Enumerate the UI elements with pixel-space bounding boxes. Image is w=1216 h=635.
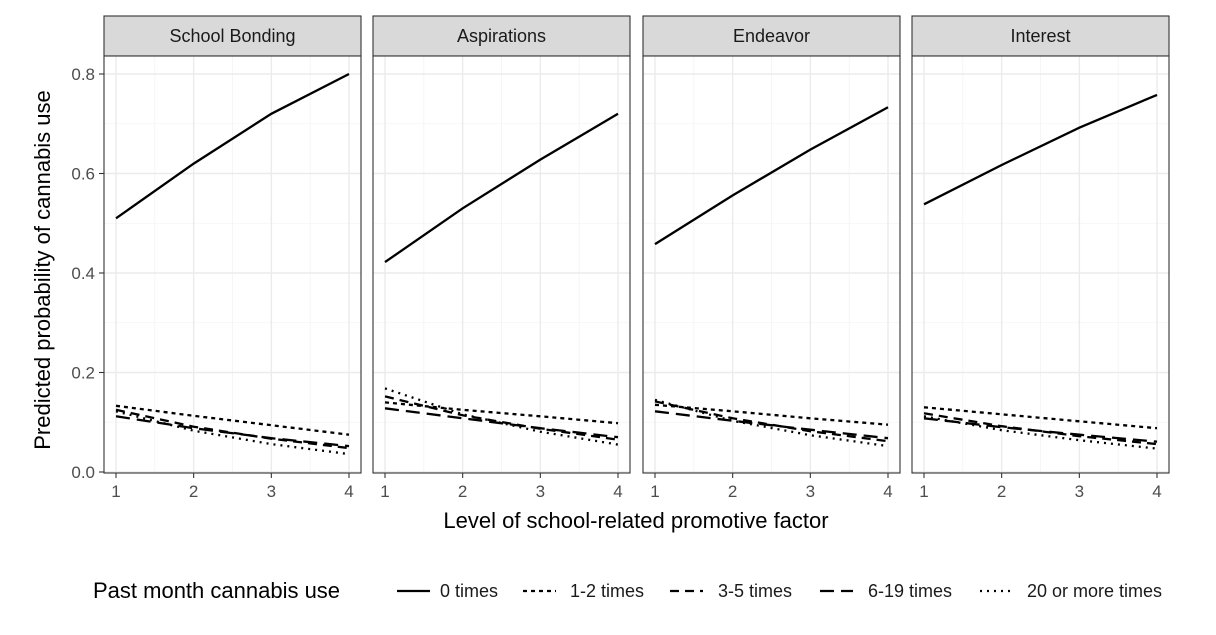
y-tick-label: 0.4: [71, 264, 95, 283]
series-line-2: [115, 404, 350, 436]
x-tick-label: 3: [1075, 482, 1084, 501]
x-tick-label: 4: [883, 482, 892, 501]
series-line-4: [115, 415, 350, 448]
x-tick-label: 2: [997, 482, 1006, 501]
panel-4: Interest 1 2 3 4: [911, 15, 1170, 501]
legend-label-2: 1-2 times: [570, 581, 644, 601]
series-line-3: [384, 395, 619, 441]
y-axis-title: Predicted probability of cannabis use: [30, 90, 55, 450]
series-line-3: [654, 400, 889, 443]
x-tick-label: 4: [344, 482, 353, 501]
x-tick-label: 1: [650, 482, 659, 501]
series-line-2: [654, 403, 889, 426]
series-line-2: [923, 406, 1158, 430]
panel-strip: [372, 15, 631, 57]
x-tick-label: 3: [806, 482, 815, 501]
x-tick-label: 3: [536, 482, 545, 501]
series-line-5: [115, 410, 350, 456]
y-tick-label: 0.8: [71, 65, 95, 84]
series-line-3: [923, 412, 1158, 446]
legend-label-4: 6-19 times: [868, 581, 952, 601]
panel-title: Interest: [1010, 26, 1070, 46]
panel-1: School Bonding 1 2 3 4: [103, 15, 362, 501]
series-line-1: [923, 93, 1158, 206]
series-line-5: [923, 415, 1158, 450]
legend-title: Past month cannabis use: [93, 578, 340, 603]
series-line-4: [923, 417, 1158, 443]
y-axis: 0.0 0.2 0.4 0.6 0.8: [71, 65, 104, 482]
panel-border: [911, 55, 1170, 474]
series-line-1: [115, 72, 350, 220]
panel-2: Aspirations 1 2 3 4: [372, 15, 631, 501]
legend: Past month cannabis use 0 times 1-2 times…: [93, 578, 1162, 603]
x-axis-title: Level of school-related promotive factor: [443, 508, 828, 533]
x-tick-label: 2: [728, 482, 737, 501]
series-line-2: [384, 401, 619, 425]
y-tick-label: 0.0: [71, 463, 95, 482]
panel-strip: [911, 15, 1170, 57]
panel-title: Aspirations: [457, 26, 546, 46]
x-tick-label: 1: [111, 482, 120, 501]
series-line-4: [384, 407, 619, 439]
series-line-4: [654, 410, 889, 440]
y-tick-label: 0.2: [71, 364, 95, 383]
panel-3: Endeavor 1 2 3 4: [642, 15, 901, 501]
panel-border: [642, 55, 901, 474]
panel-title: Endeavor: [733, 26, 810, 46]
x-tick-label: 2: [458, 482, 467, 501]
panel-title: School Bonding: [169, 26, 295, 46]
legend-label-5: 20 or more times: [1027, 581, 1162, 601]
series-line-1: [654, 106, 889, 246]
panel-border: [372, 55, 631, 474]
legend-label-1: 0 times: [440, 581, 498, 601]
x-tick-label: 1: [919, 482, 928, 501]
x-tick-label: 2: [189, 482, 198, 501]
series-line-1: [384, 112, 619, 264]
series-line-3: [115, 408, 350, 450]
legend-label-3: 3-5 times: [718, 581, 792, 601]
x-tick-label: 1: [380, 482, 389, 501]
panel-strip: [642, 15, 901, 57]
x-tick-label: 4: [1152, 482, 1161, 501]
series-line-5: [654, 398, 889, 448]
y-tick-label: 0.6: [71, 165, 95, 184]
x-tick-label: 4: [613, 482, 622, 501]
panel-strip: [103, 15, 362, 57]
x-tick-label: 3: [267, 482, 276, 501]
panel-border: [103, 55, 362, 474]
